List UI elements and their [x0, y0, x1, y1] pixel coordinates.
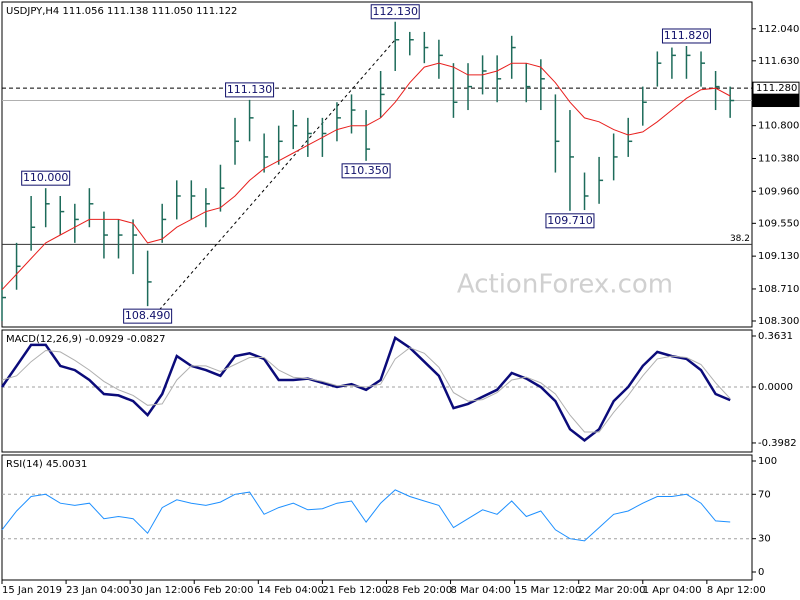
- y-tick-label: -0.3982: [758, 438, 797, 449]
- y-tick-label: 0.3631: [758, 331, 793, 342]
- y-tick-label: 0.0000: [758, 382, 793, 393]
- x-tick-label: 30 Jan 12:00: [130, 585, 193, 596]
- y-tick-label: 110.800: [758, 121, 799, 132]
- y-tick-label: 100: [758, 456, 777, 467]
- series-line: [1, 347, 731, 433]
- y-tick-label: 30: [758, 534, 771, 545]
- annotation-box: [341, 163, 391, 179]
- x-tick-label: 6 Feb 20:00: [194, 585, 253, 596]
- x-tick-label: 22 Mar 20:00: [579, 585, 646, 596]
- price-tag-label: 111.280: [756, 83, 797, 94]
- annotation-label: 110.350: [343, 164, 389, 177]
- panel-title: USDJPY,H4 111.056 111.138 111.050 111.12…: [6, 6, 237, 17]
- trend-line: [147, 39, 396, 324]
- y-tick-label: 110.380: [758, 153, 799, 164]
- annotation-label: 110.000: [23, 171, 69, 184]
- annotation-box: [123, 308, 173, 324]
- y-tick-label: 109.960: [758, 186, 799, 197]
- annotation-label: 111.130: [227, 83, 273, 96]
- x-tick-label: 15 Jan 2019: [2, 585, 62, 596]
- annotation-label: 109.710: [547, 214, 593, 227]
- y-tick-label: 109.130: [758, 251, 799, 262]
- panel-frame: [1, 329, 753, 453]
- y-tick-label: 112.040: [758, 24, 799, 35]
- x-tick-label: 21 Feb 12:00: [322, 585, 388, 596]
- x-tick-label: 8 Apr 12:00: [707, 585, 766, 596]
- annotation-label: 108.490: [125, 309, 171, 322]
- y-tick-label: 0: [758, 567, 764, 578]
- y-tick-label: 109.550: [758, 218, 799, 229]
- panel-frame: [1, 1, 753, 328]
- y-tick-label: 70: [758, 489, 771, 500]
- series-line: [1, 489, 731, 542]
- watermark: ActionForex.com: [457, 270, 673, 300]
- series-line: [1, 62, 731, 291]
- panel-frame: [1, 454, 753, 581]
- annotation-label: 112.130: [372, 5, 418, 18]
- x-tick-label: 1 Apr 04:00: [643, 585, 702, 596]
- y-tick-label: 108.710: [758, 284, 799, 295]
- annotation-box: [225, 82, 275, 98]
- x-tick-label: 28 Feb 20:00: [386, 585, 452, 596]
- annotation-box: [545, 213, 595, 229]
- annotation-box: [370, 4, 420, 20]
- price-tag: [752, 94, 800, 108]
- annotation-label: 111.820: [664, 29, 710, 42]
- series-line: [0, 335, 731, 442]
- x-tick-label: 8 Mar 04:00: [451, 585, 511, 596]
- y-tick-label: 108.300: [758, 316, 799, 327]
- y-tick-label: 111.630: [758, 56, 799, 67]
- annotation-box: [21, 170, 71, 186]
- price-tag-label: 111.122: [756, 96, 797, 107]
- annotation-box: [661, 28, 711, 44]
- h-line-label: 38.2: [730, 234, 750, 244]
- x-tick-label: 14 Feb 04:00: [258, 585, 324, 596]
- x-tick-label: 23 Jan 04:00: [66, 585, 129, 596]
- panel-title: RSI(14) 45.0031: [6, 459, 87, 470]
- panel-title: MACD(12,26,9) -0.0929 -0.0827: [6, 334, 166, 345]
- x-tick-label: 15 Mar 12:00: [515, 585, 582, 596]
